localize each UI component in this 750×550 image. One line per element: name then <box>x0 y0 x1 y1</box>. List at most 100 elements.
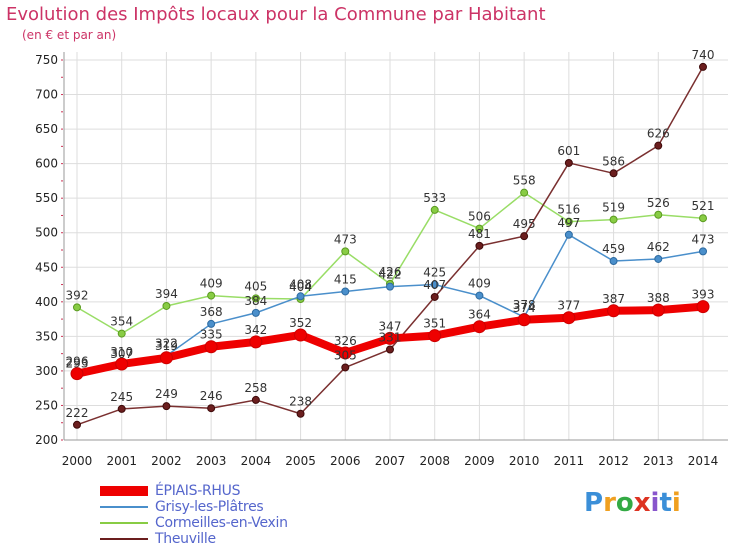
data-point-grisy <box>251 308 260 317</box>
data-point-cormeilles <box>430 205 439 214</box>
x-tick-label: 2007 <box>375 454 406 468</box>
data-label-cormeilles: 394 <box>155 287 178 301</box>
proxiti-logo[interactable]: Proxiti <box>584 488 681 518</box>
logo-letter: P <box>584 488 604 518</box>
data-point-theuville <box>341 363 350 372</box>
data-point-epiais-rhus <box>249 335 263 349</box>
x-tick-label: 2009 <box>464 454 495 468</box>
data-point-epiais-rhus <box>517 313 531 327</box>
data-point-cormeilles <box>341 247 350 256</box>
data-label-cormeilles: 533 <box>423 191 446 205</box>
x-tick-label: 2010 <box>509 454 540 468</box>
data-point-theuville <box>609 169 618 178</box>
data-label-epiais-rhus: 351 <box>423 317 446 331</box>
data-point-grisy <box>564 230 573 239</box>
data-point-cormeilles <box>520 188 529 197</box>
data-label-cormeilles: 506 <box>468 210 491 224</box>
data-label-grisy: 409 <box>468 277 491 291</box>
legend-item-cormeilles[interactable]: Cormeilles-en-Vexin <box>100 515 288 531</box>
x-tick-label: 2008 <box>419 454 450 468</box>
data-point-cormeilles <box>117 329 126 338</box>
data-label-grisy: 473 <box>692 232 715 246</box>
x-tick-label: 2005 <box>285 454 316 468</box>
data-point-theuville <box>564 158 573 167</box>
data-label-epiais-rhus: 393 <box>692 288 715 302</box>
legend-swatch-theuville <box>100 538 148 540</box>
data-point-epiais-rhus <box>383 331 397 345</box>
x-tick-label: 2004 <box>241 454 272 468</box>
data-point-grisy <box>386 282 394 291</box>
data-label-cormeilles: 473 <box>334 232 357 246</box>
x-tick-label: 2003 <box>196 454 227 468</box>
y-tick-label: 600 <box>35 157 58 171</box>
legend-item-epiais-rhus[interactable]: ÉPIAIS-RHUS <box>100 483 288 499</box>
x-tick-label: 2013 <box>643 454 674 468</box>
data-label-theuville: 331 <box>379 330 402 344</box>
data-label-epiais-rhus: 387 <box>602 292 625 306</box>
x-tick-label: 2002 <box>151 454 182 468</box>
data-label-theuville: 601 <box>557 144 580 158</box>
legend-swatch-cormeilles <box>100 522 148 524</box>
x-tick-label: 2012 <box>598 454 629 468</box>
data-point-epiais-rhus <box>115 357 129 371</box>
data-point-grisy <box>341 287 350 296</box>
data-label-epiais-rhus: 388 <box>647 291 670 305</box>
x-tick-label: 2014 <box>688 454 719 468</box>
data-point-theuville <box>430 292 439 301</box>
data-label-theuville: 740 <box>692 48 715 62</box>
data-label-theuville: 481 <box>468 227 491 241</box>
data-point-theuville <box>386 345 394 354</box>
data-label-cormeilles: 526 <box>647 196 670 210</box>
legend-label-epiais-rhus: ÉPIAIS-RHUS <box>155 483 241 499</box>
data-label-epiais-rhus: 335 <box>200 328 223 342</box>
data-label-grisy: 415 <box>334 272 357 286</box>
data-label-theuville: 407 <box>423 278 446 292</box>
plot-area <box>64 52 728 440</box>
data-label-grisy: 462 <box>647 240 670 254</box>
logo-letter: t <box>659 488 672 518</box>
data-point-cormeilles <box>699 214 707 223</box>
data-point-cormeilles <box>609 215 618 224</box>
logo-letter: o <box>615 488 634 518</box>
data-label-cormeilles: 426 <box>379 265 402 279</box>
data-label-theuville: 258 <box>244 381 267 395</box>
legend-swatch-grisy <box>100 506 148 508</box>
legend-label-grisy: Grisy-les-Plâtres <box>155 499 264 515</box>
data-point-theuville <box>520 232 529 241</box>
logo-letter: i <box>650 488 660 518</box>
logo-letter: x <box>633 488 651 518</box>
data-label-epiais-rhus: 364 <box>468 308 491 322</box>
y-tick-label: 350 <box>35 329 58 343</box>
data-label-grisy: 422 <box>379 268 402 282</box>
chart-title: Evolution des Impôts locaux pour la Comm… <box>6 4 546 25</box>
data-label-theuville: 245 <box>110 390 133 404</box>
data-label-grisy: 425 <box>423 266 446 280</box>
data-label-theuville: 495 <box>513 217 536 231</box>
data-label-cormeilles: 521 <box>692 199 715 213</box>
data-point-cormeilles <box>251 294 260 303</box>
data-label-epiais-rhus: 352 <box>289 316 312 330</box>
data-point-cormeilles <box>564 217 573 226</box>
data-point-cormeilles <box>73 303 81 312</box>
data-point-cormeilles <box>207 291 216 300</box>
data-point-theuville <box>117 404 126 413</box>
data-point-epiais-rhus <box>696 300 710 314</box>
data-label-cormeilles: 519 <box>602 201 625 215</box>
legend-item-grisy[interactable]: Grisy-les-Plâtres <box>100 499 288 515</box>
x-tick-label: 2006 <box>330 454 361 468</box>
data-point-cormeilles <box>654 210 663 219</box>
data-point-theuville <box>699 62 707 71</box>
data-label-cormeilles: 404 <box>289 280 312 294</box>
data-label-epiais-rhus: 377 <box>557 299 580 313</box>
data-label-theuville: 249 <box>155 387 178 401</box>
data-label-grisy: 459 <box>602 242 625 256</box>
data-point-theuville <box>296 409 305 418</box>
data-label-epiais-rhus: 326 <box>334 334 357 348</box>
data-label-grisy: 293 <box>66 357 89 371</box>
data-point-cormeilles <box>475 224 484 233</box>
data-label-grisy: 307 <box>110 347 133 361</box>
data-point-cormeilles <box>162 301 171 310</box>
data-label-epiais-rhus: 310 <box>110 345 133 359</box>
legend-item-theuville[interactable]: Theuville <box>100 531 288 547</box>
